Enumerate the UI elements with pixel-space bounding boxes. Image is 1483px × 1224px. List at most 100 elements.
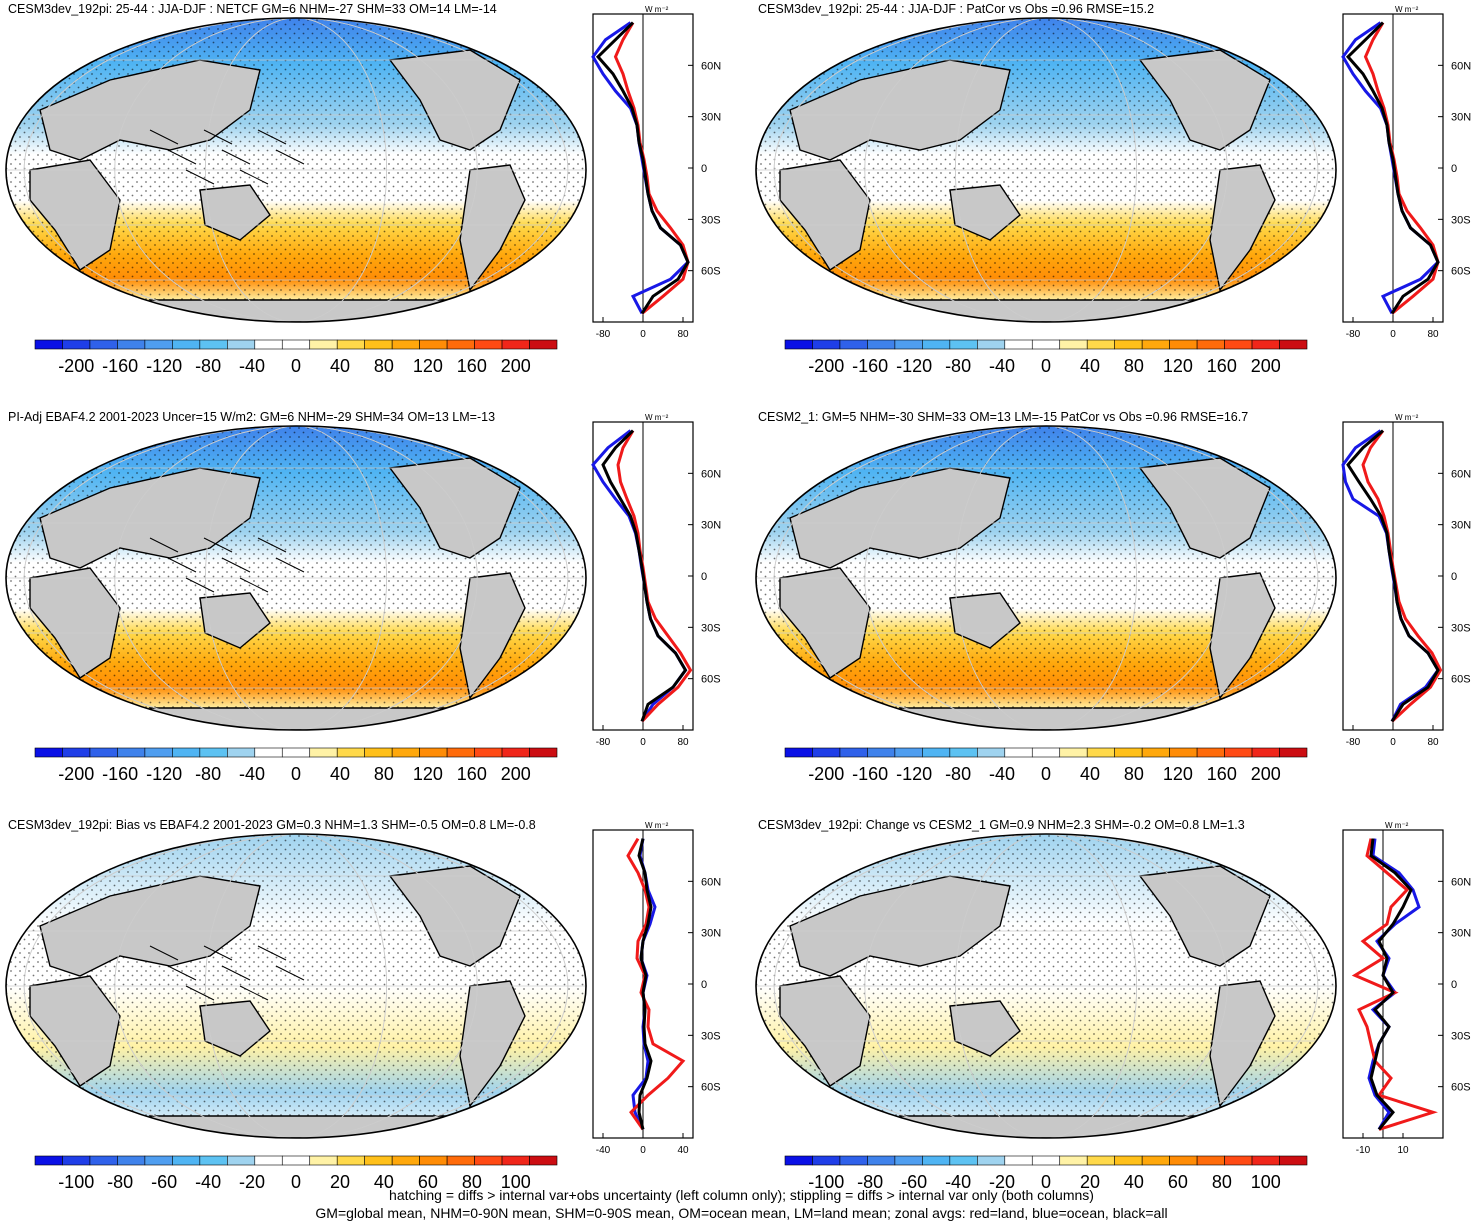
colorbar-box: [1196, 1155, 1225, 1166]
lat-tick-label: 60N: [1451, 468, 1471, 480]
lat-tick-label: 0: [701, 979, 707, 991]
panel-cesm3dev-patcor: CESM3dev_192pi: 25-44 : JJA-DJF : PatCor…: [750, 0, 1483, 408]
colorbar-box: [391, 339, 420, 350]
landmass: [39, 59, 261, 161]
colorbar-box: [309, 1155, 338, 1166]
colorbar-box: [199, 747, 228, 758]
landmass: [199, 592, 271, 649]
lat-tick-label: 30S: [701, 622, 721, 634]
zonal-x-tick-label: -80: [1346, 737, 1361, 748]
lat-tick-label: 30N: [701, 928, 721, 940]
zonal-series-land: [1363, 21, 1440, 315]
colorbar-box: [89, 1155, 118, 1166]
colorbar-box: [1279, 1155, 1308, 1166]
colorbar-box: [1169, 1155, 1198, 1166]
colorbar-box: [922, 747, 951, 758]
landmass: [949, 1000, 1021, 1057]
colorbar-box: [34, 339, 63, 350]
colorbar: -200 -160 -120 -80 -40 0 40 80 120 160 200: [784, 339, 1308, 376]
lat-tick-label: 60S: [701, 266, 721, 278]
panel-cesm2: CESM2_1: GM=5 NHM=-30 SHM=33 OM=13 LM=-1…: [750, 408, 1483, 816]
colorbar-box: [1031, 747, 1061, 758]
landmass: [1138, 49, 1271, 151]
lat-tick-label: 30N: [701, 112, 721, 124]
hatching: [149, 129, 305, 185]
zonal-units-label: W m⁻²: [1395, 413, 1419, 422]
colorbar-box: [336, 747, 365, 758]
colorbar-box: [144, 339, 173, 350]
zonal-x-tick-label: 0: [1390, 329, 1396, 340]
colorbar-tick-label: 0: [1041, 764, 1051, 784]
colorbar-box: [1004, 1155, 1033, 1166]
colorbar-box: [144, 747, 173, 758]
zonal-x-tick-label: 80: [677, 329, 689, 340]
lat-tick-label: 0: [701, 571, 707, 583]
zonal-mean-plot: W m⁻² 60N 30N 0 30S 60S -40 0 40: [592, 821, 721, 1156]
colorbar-box: [1114, 1155, 1143, 1166]
colorbar-tick-label: -100: [808, 1172, 844, 1192]
zonal-mean-plot: W m⁻² 60N 30N 0 30S 60S -80 0 80: [1341, 5, 1471, 340]
zonal-x-tick-label: 10: [1397, 1145, 1409, 1156]
hatching: [149, 945, 305, 1001]
landmass: [779, 159, 871, 271]
colorbar-box: [391, 747, 420, 758]
colorbar-box: [172, 1155, 201, 1166]
colorbar-tick-label: -60: [901, 1172, 927, 1192]
colorbar-tick-label: 60: [418, 1172, 438, 1192]
colorbar-box: [1031, 1155, 1061, 1166]
colorbar-tick-label: -100: [58, 1172, 94, 1192]
zonal-x-tick-label: 80: [677, 737, 689, 748]
colorbar-box: [34, 747, 63, 758]
panel-title: CESM2_1: GM=5 NHM=-30 SHM=33 OM=13 LM=-1…: [758, 410, 1249, 424]
colorbar-box: [1169, 747, 1198, 758]
colorbar-box: [172, 339, 201, 350]
colorbar-tick-label: -160: [852, 356, 888, 376]
colorbar-box: [501, 1155, 530, 1166]
zonal-units-label: W m⁻²: [645, 413, 669, 422]
lat-tick-label: 0: [1451, 163, 1457, 175]
zonal-x-tick-label: -80: [596, 329, 611, 340]
panel-title: CESM3dev_192pi: 25-44 : JJA-DJF : NETCF …: [8, 2, 497, 16]
colorbar-box: [89, 339, 118, 350]
colorbar-tick-label: 40: [374, 1172, 394, 1192]
colorbar-box: [89, 747, 118, 758]
panel-title: CESM3dev_192pi: Bias vs EBAF4.2 2001-202…: [8, 818, 536, 832]
footer-line-1: hatching = diffs > internal var+obs unce…: [389, 1187, 1094, 1203]
colorbar-tick-label: 0: [291, 1172, 301, 1192]
map-outline: [755, 17, 1337, 323]
colorbar-box: [1224, 747, 1253, 758]
panel-title: CESM3dev_192pi: 25-44 : JJA-DJF : PatCor…: [758, 2, 1155, 16]
zonal-series-all: [595, 21, 690, 315]
colorbar-box: [1086, 747, 1115, 758]
colorbar-box: [254, 339, 283, 350]
colorbar-box: [949, 1155, 978, 1166]
colorbar-tick-label: 40: [330, 764, 350, 784]
map-outline: [755, 833, 1337, 1139]
colorbar: -100 -80 -60 -40 -20 0 20 40 60 80 100: [784, 1155, 1308, 1192]
colorbar-tick-label: -120: [896, 764, 932, 784]
colorbar-box: [1141, 1155, 1170, 1166]
colorbar-box: [501, 747, 530, 758]
colorbar-box: [1196, 339, 1225, 350]
colorbar-tick-label: 160: [457, 356, 487, 376]
colorbar-box: [1224, 339, 1253, 350]
panel-ebaf-obs: PI-Adj EBAF4.2 2001-2023 Uncer=15 W/m2: …: [0, 408, 750, 816]
colorbar-tick-label: -20: [989, 1172, 1015, 1192]
lat-tick-label: 30N: [1451, 520, 1471, 532]
panel-bias: CESM3dev_192pi: Bias vs EBAF4.2 2001-202…: [0, 816, 750, 1224]
lat-tick-label: 60S: [701, 1082, 721, 1094]
colorbar-tick-label: -200: [808, 356, 844, 376]
colorbar-box: [1141, 747, 1170, 758]
colorbar-tick-label: -200: [58, 356, 94, 376]
zonal-x-tick-label: -40: [596, 1145, 611, 1156]
colorbar-box: [867, 339, 896, 350]
map-field: [6, 18, 586, 322]
colorbar-tick-label: 80: [1124, 764, 1144, 784]
colorbar-tick-label: 120: [413, 356, 443, 376]
colorbar-box: [172, 747, 201, 758]
lat-tick-label: 60N: [701, 60, 721, 72]
colorbar-box: [144, 1155, 173, 1166]
lat-tick-label: 60S: [1451, 1082, 1471, 1094]
colorbar-tick-label: 120: [1163, 356, 1193, 376]
colorbar-tick-label: 20: [1080, 1172, 1100, 1192]
